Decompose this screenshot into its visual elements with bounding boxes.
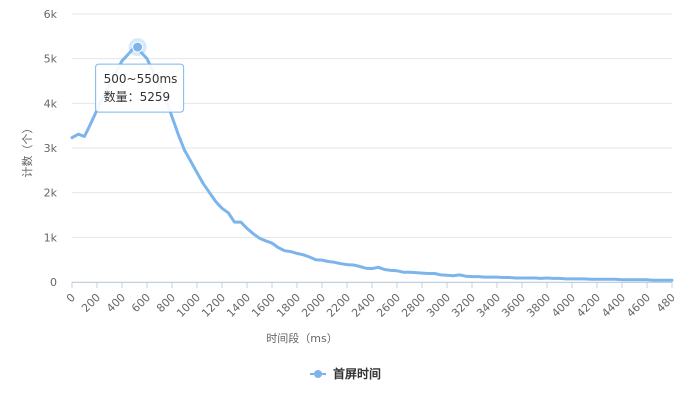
x-tick-label: 4400 [599, 291, 628, 320]
x-tick-label: 1600 [249, 291, 278, 320]
y-tick-label: 3k [44, 142, 58, 155]
y-tick-label: 2k [44, 187, 58, 200]
x-tick-label: 3800 [524, 291, 553, 320]
tooltip-box [95, 63, 185, 113]
x-tick-label: 2200 [324, 291, 353, 320]
x-tick-label: 0 [64, 291, 78, 305]
x-tick-label: 600 [129, 291, 153, 315]
x-tick-label: 2600 [374, 291, 403, 320]
x-tick-label: 1000 [174, 291, 203, 320]
x-axis-title: 时间段（ms） [266, 331, 337, 345]
x-tick-label: 480 [654, 291, 674, 315]
x-tick-label: 3200 [449, 291, 478, 320]
x-tick-label: 4200 [574, 291, 603, 320]
legend-marker-icon [314, 370, 322, 378]
x-tick-label: 2400 [349, 291, 378, 320]
x-tick-label: 1200 [199, 291, 228, 320]
series-line[interactable] [70, 45, 674, 282]
legend[interactable]: 首屏时间 [310, 366, 381, 381]
hover-point[interactable] [132, 41, 144, 53]
legend-label: 首屏时间 [333, 366, 381, 381]
y-axis-title: 计数（个） [21, 123, 34, 178]
x-tick-label: 4600 [624, 291, 653, 320]
y-tick-label: 0 [50, 276, 57, 289]
x-tick-label: 2800 [399, 291, 428, 320]
x-tick-label: 1400 [224, 291, 253, 320]
x-tick-label: 400 [104, 291, 128, 315]
tooltip-count-label: 数量：5259 [104, 89, 171, 104]
grid-lines [72, 13, 672, 283]
y-tick-label: 4k [44, 97, 58, 110]
x-tick-label: 1800 [274, 291, 303, 320]
y-tick-label: 1k [44, 231, 58, 244]
y-axis-ticks: 0 1k 2k 3k 4k 5k 6k [44, 8, 58, 289]
x-tick-label: 3400 [474, 291, 503, 320]
y-tick-label: 6k [44, 8, 58, 21]
x-tick-label: 3000 [424, 291, 453, 320]
x-tick-label: 3600 [499, 291, 528, 320]
x-tick-label: 200 [79, 291, 103, 315]
y-tick-label: 5k [44, 53, 58, 66]
x-axis-ticks: 0 200 400 600 800100012001400160018002000220… [64, 282, 674, 320]
series-group [70, 38, 674, 282]
x-tick-label: 2000 [299, 291, 328, 320]
x-tick-label: 4000 [549, 291, 578, 320]
tooltip-range-label: 500~550ms [104, 72, 178, 86]
tooltip: 500~550ms 数量：5259 [95, 63, 185, 113]
